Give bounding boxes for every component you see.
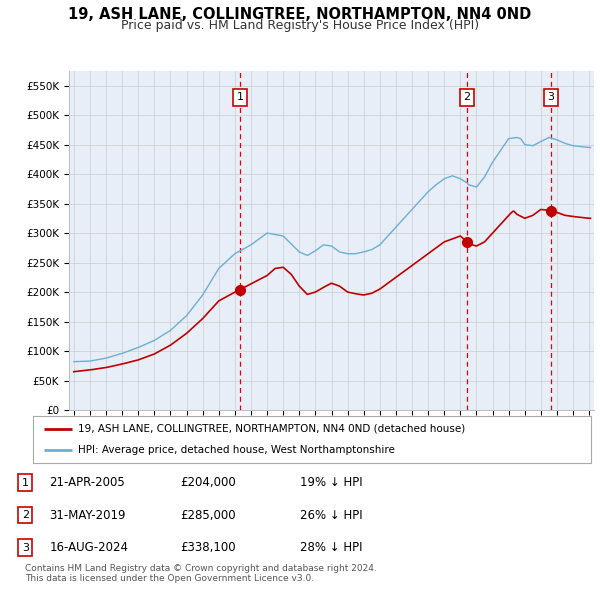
Text: 2: 2 [22,510,29,520]
Text: 31-MAY-2019: 31-MAY-2019 [49,509,126,522]
Text: 2: 2 [464,93,470,102]
Text: 19, ASH LANE, COLLINGTREE, NORTHAMPTON, NN4 0ND (detached house): 19, ASH LANE, COLLINGTREE, NORTHAMPTON, … [77,424,465,434]
Text: 3: 3 [547,93,554,102]
Text: 19% ↓ HPI: 19% ↓ HPI [300,476,362,489]
Text: £338,100: £338,100 [180,541,236,554]
Text: 28% ↓ HPI: 28% ↓ HPI [300,541,362,554]
Text: 3: 3 [22,543,29,552]
Text: 16-AUG-2024: 16-AUG-2024 [49,541,128,554]
Text: 21-APR-2005: 21-APR-2005 [49,476,125,489]
Text: 1: 1 [22,478,29,487]
Text: £204,000: £204,000 [180,476,236,489]
Text: Contains HM Land Registry data © Crown copyright and database right 2024.
This d: Contains HM Land Registry data © Crown c… [25,563,377,583]
Text: Price paid vs. HM Land Registry's House Price Index (HPI): Price paid vs. HM Land Registry's House … [121,19,479,32]
Text: 26% ↓ HPI: 26% ↓ HPI [300,509,362,522]
Text: £285,000: £285,000 [180,509,236,522]
Text: 1: 1 [236,93,244,102]
Text: 19, ASH LANE, COLLINGTREE, NORTHAMPTON, NN4 0ND: 19, ASH LANE, COLLINGTREE, NORTHAMPTON, … [68,7,532,22]
Text: HPI: Average price, detached house, West Northamptonshire: HPI: Average price, detached house, West… [77,445,395,455]
